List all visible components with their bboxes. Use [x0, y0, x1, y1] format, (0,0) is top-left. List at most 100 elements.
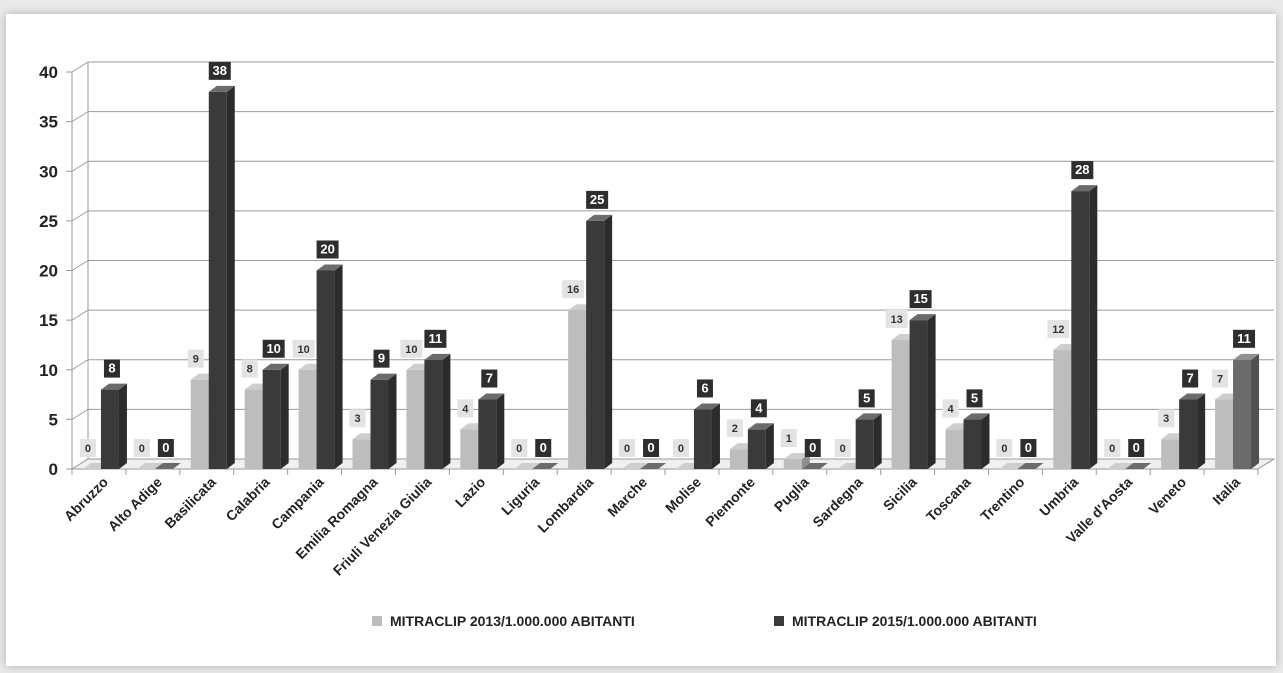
data-label-box [1047, 319, 1070, 338]
bar-2015 [1233, 353, 1260, 469]
bar-2013 [622, 463, 649, 470]
data-label-2013: 2 [726, 419, 743, 438]
bar-top [1179, 393, 1206, 400]
bar-side [1089, 185, 1098, 469]
bar-top [1107, 463, 1134, 469]
data-label-text: 0 [809, 440, 816, 455]
data-label-text: 13 [890, 314, 902, 326]
bar-2015 [262, 363, 289, 469]
data-label-box [966, 389, 983, 408]
data-label-2013: 0 [511, 439, 528, 457]
data-label-2013: 0 [996, 439, 1013, 457]
bar-front [1215, 399, 1234, 469]
data-label-text: 0 [840, 443, 846, 455]
bar-top [586, 214, 613, 221]
data-label-box [726, 419, 743, 438]
data-label-box [1158, 409, 1175, 428]
data-label-2015: 11 [1233, 329, 1256, 348]
data-label-2015: 0 [804, 439, 821, 457]
data-label-2015: 10 [262, 339, 285, 358]
data-label-box [858, 389, 875, 408]
data-label-box [804, 439, 821, 457]
bar-front [262, 369, 281, 469]
x-tick-label: Umbria [1036, 474, 1082, 520]
x-tick-label: Puglia [771, 474, 812, 515]
bar-side [765, 423, 774, 469]
data-label-text: 0 [678, 443, 684, 455]
data-label-text: 20 [320, 242, 334, 257]
y-tick-label: 30 [39, 162, 58, 181]
data-label-2013: 10 [400, 339, 423, 358]
bar-front [586, 220, 605, 469]
y-tick-label: 5 [49, 410, 58, 429]
data-label-text: 0 [624, 443, 630, 455]
bar-2015 [424, 353, 451, 469]
bar-top [693, 403, 720, 410]
bar-top [1125, 463, 1152, 469]
data-label-2013: 16 [562, 280, 585, 299]
x-tick-label: Lazio [452, 474, 489, 511]
data-label-text: 10 [405, 344, 417, 356]
bar-front [244, 389, 263, 469]
data-label-text: 4 [755, 400, 763, 415]
data-label-2015: 5 [858, 389, 875, 408]
data-label-text: 0 [647, 440, 654, 455]
x-tick-label: Calabria [222, 474, 273, 525]
bar-top [640, 463, 667, 469]
data-label-box [1212, 369, 1229, 388]
data-label-2015: 28 [1071, 161, 1094, 180]
data-label-box [619, 439, 636, 457]
y-tick-label: 25 [39, 212, 58, 231]
legend: MITRACLIP 2013/1.000.000 ABITANTI MITRACL… [372, 613, 1037, 629]
bar-side [801, 453, 810, 469]
data-label-box [79, 439, 96, 457]
bar-top [999, 463, 1026, 469]
data-label-2013: 0 [672, 439, 689, 457]
data-label-text: 4 [462, 403, 469, 415]
data-label-2013: 13 [885, 309, 908, 328]
legend-item-2013: MITRACLIP 2013/1.000.000 ABITANTI [372, 613, 635, 629]
x-tick-label: Lombardia [534, 474, 596, 536]
y-tick-label: 35 [39, 113, 58, 132]
legend-swatch [774, 616, 784, 626]
data-label-box [996, 439, 1013, 457]
gridline-diagonal [71, 359, 89, 371]
data-label-text: 9 [193, 354, 199, 366]
data-label-box [316, 240, 339, 259]
bar-front [1053, 349, 1072, 469]
bar-front [208, 91, 227, 469]
data-label-box [672, 439, 689, 457]
bar-2015 [801, 463, 828, 470]
bar-top [136, 463, 163, 469]
x-tick-label: Abruzzo [61, 474, 111, 524]
data-label-text: 0 [1133, 440, 1140, 455]
bar-2015 [1125, 463, 1152, 470]
bar-top [855, 413, 882, 420]
gridline-diagonal [71, 160, 89, 172]
bar-side [873, 413, 882, 469]
bar-top [783, 453, 810, 460]
bar-front [1233, 359, 1252, 469]
data-label-text: 0 [162, 440, 169, 455]
bar-2015 [693, 403, 720, 469]
data-label-text: 9 [378, 351, 385, 366]
data-label-box [241, 359, 258, 378]
bar-side [711, 403, 720, 469]
bar-front [1161, 439, 1180, 469]
data-label-box [780, 429, 797, 448]
bar-top [1071, 185, 1098, 192]
x-tick-label: Basilicata [161, 474, 219, 532]
bar-side [388, 373, 397, 469]
data-label-2015: 6 [696, 379, 713, 398]
bar-top [622, 463, 649, 469]
data-label-2013: 4 [942, 399, 959, 418]
data-label-box [562, 280, 585, 299]
bar-front [568, 310, 587, 469]
data-label-box [1233, 329, 1256, 348]
data-label-2013: 0 [619, 439, 636, 457]
bar-front [406, 369, 425, 469]
legend-label: MITRACLIP 2015/1.000.000 ABITANTI [792, 613, 1037, 629]
data-label-2015: 0 [535, 439, 552, 457]
